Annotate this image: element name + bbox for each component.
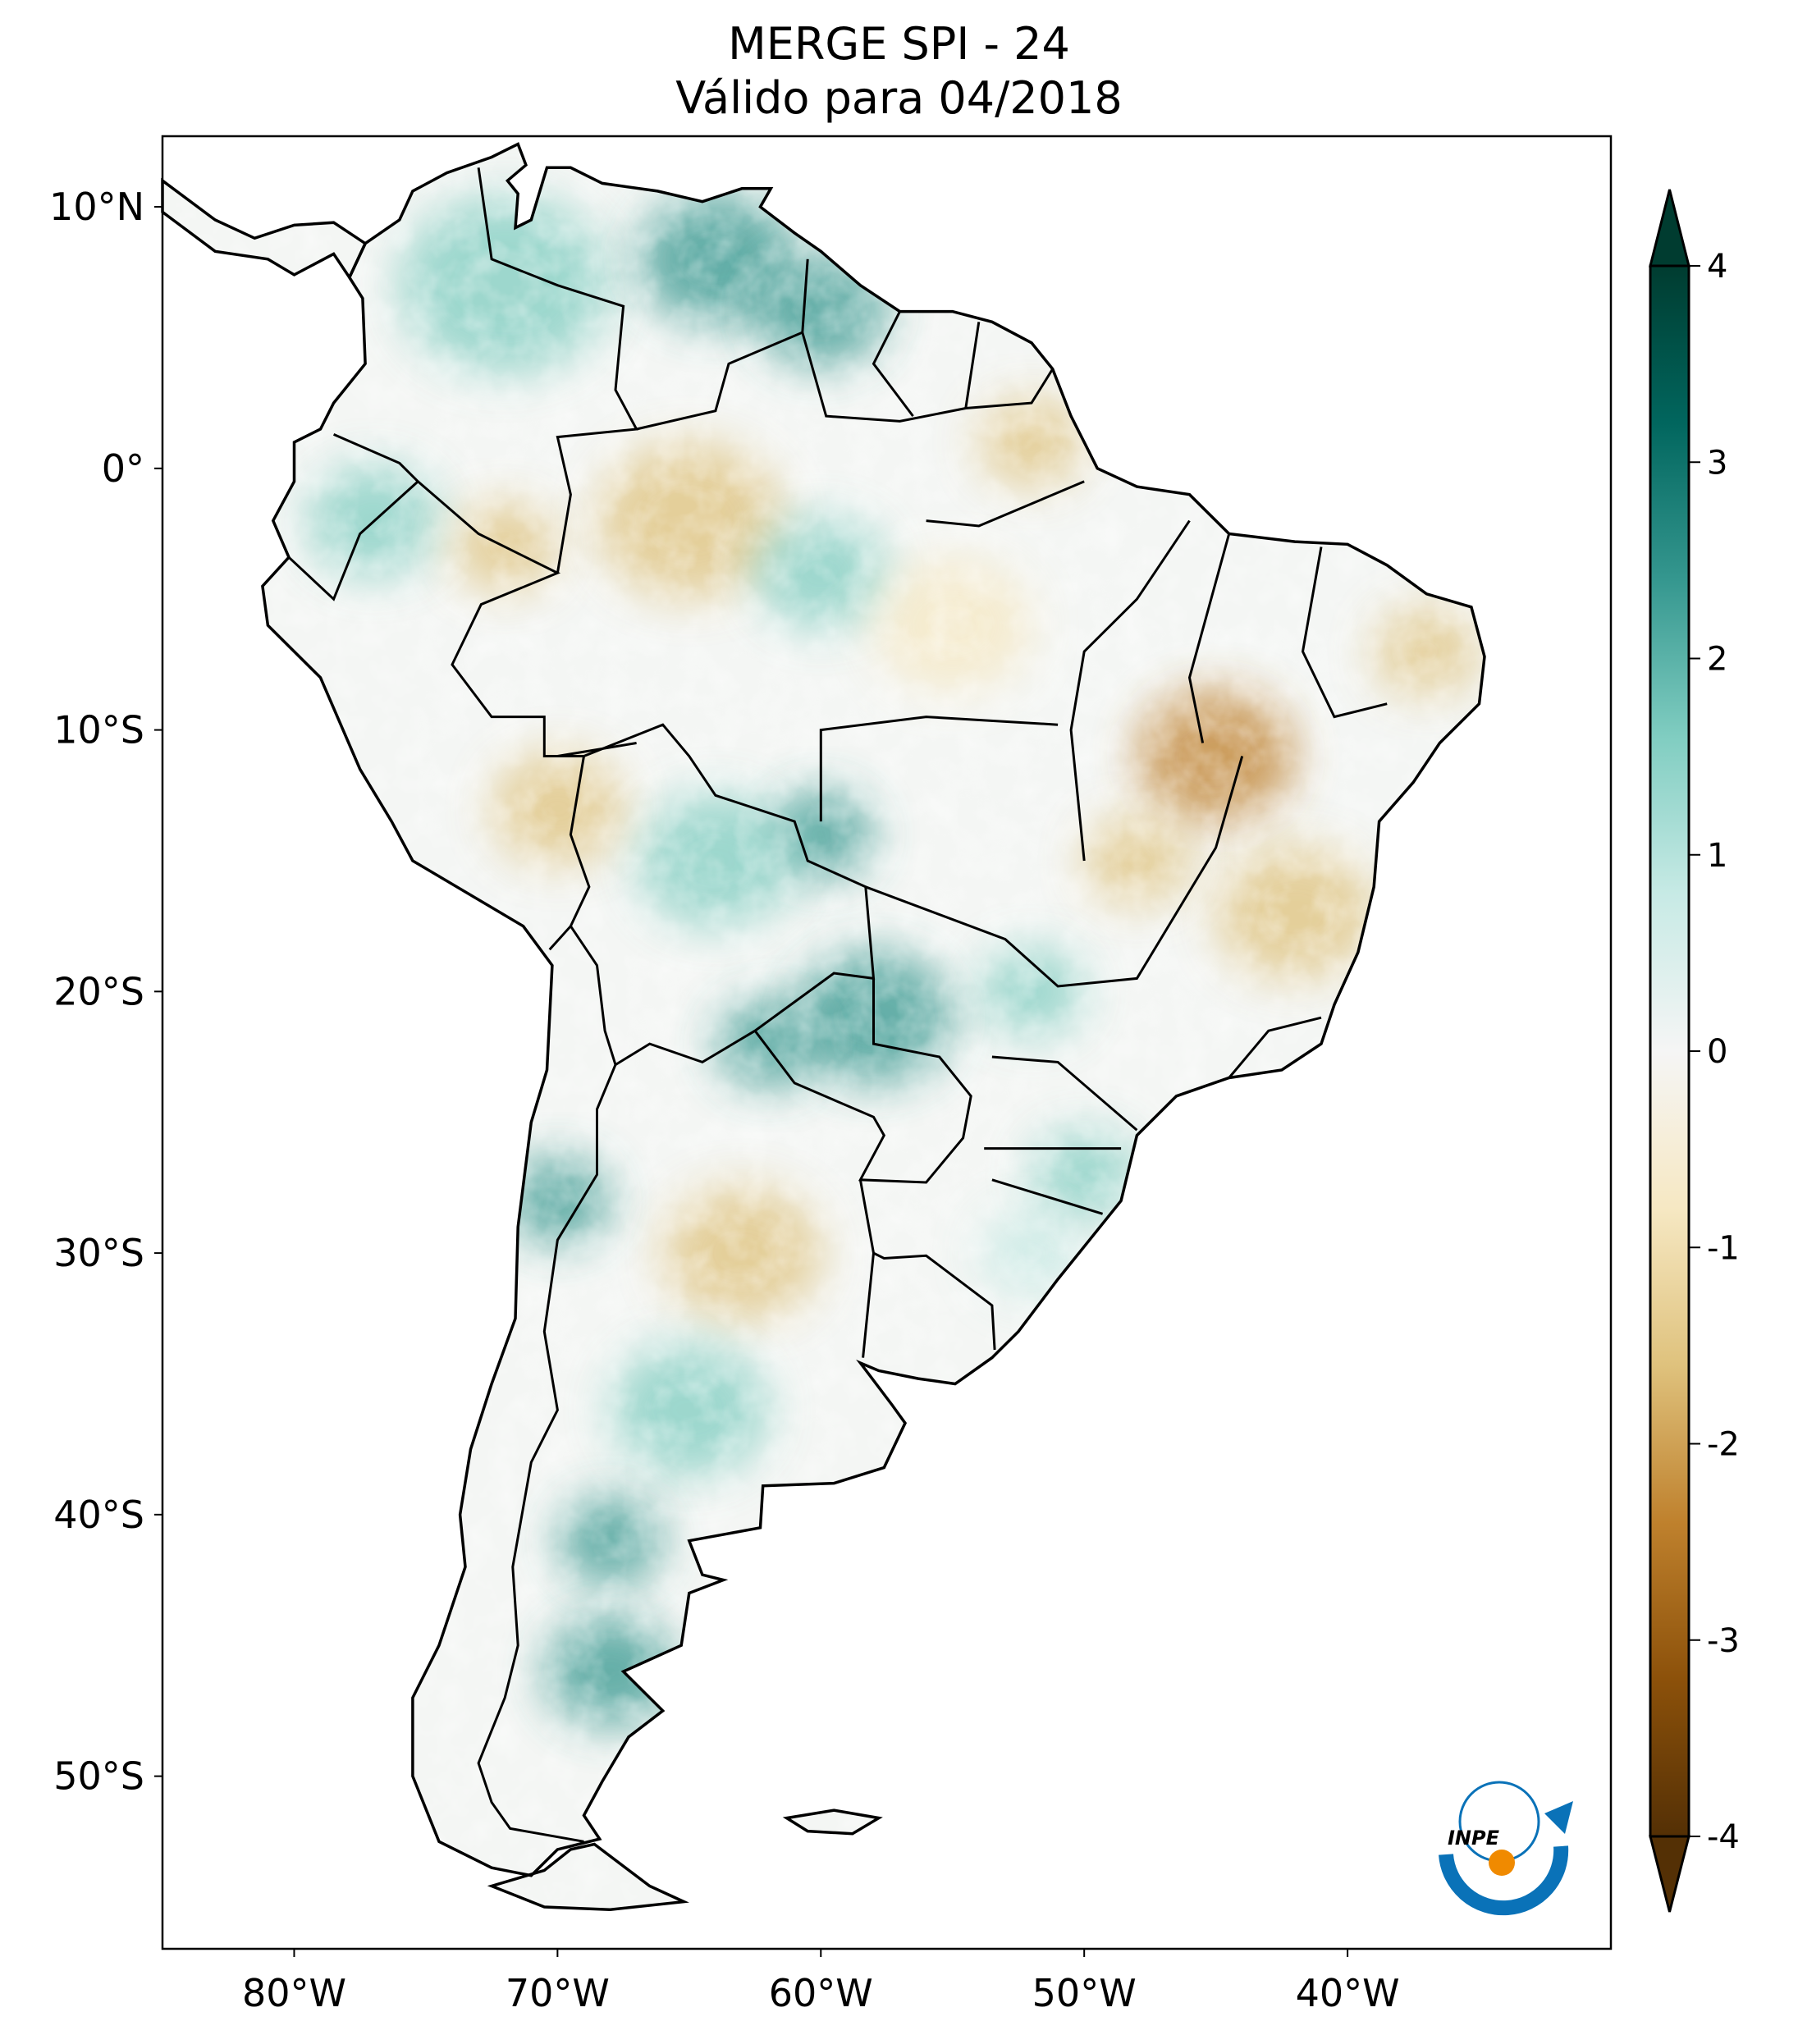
x-tick-label: 70°W xyxy=(506,1971,610,2015)
country-border xyxy=(801,332,1054,423)
y-tick-label: 50°S xyxy=(53,1754,144,1799)
coastline xyxy=(487,1842,689,1911)
spi-texture xyxy=(162,144,1485,1910)
country-border xyxy=(1228,1016,1322,1079)
colorbar-min-extend xyxy=(1649,1835,1690,1913)
country-border xyxy=(858,1179,996,1351)
country-border xyxy=(1301,546,1388,719)
country-border xyxy=(991,1055,1138,1132)
chart-subtitle: Válido para 04/2018 xyxy=(675,72,1123,124)
country-border xyxy=(964,322,981,409)
country-border xyxy=(477,925,617,1843)
y-tick-label: 40°S xyxy=(53,1493,144,1537)
country-border xyxy=(557,742,637,757)
plot-frame xyxy=(161,135,1613,1950)
coastline xyxy=(782,1809,883,1836)
logo-text: INPE xyxy=(1448,1827,1500,1850)
colorbar-tick-label: 3 xyxy=(1707,444,1727,482)
coastline xyxy=(161,177,368,281)
colorbar-tick-label: -3 xyxy=(1707,1622,1740,1660)
country-border xyxy=(991,1178,1104,1215)
colorbar-tick-label: 4 xyxy=(1707,248,1727,286)
x-tick-label: 40°W xyxy=(1296,1971,1400,2015)
country-borders xyxy=(161,142,1486,1911)
colorbar-tick-label: -2 xyxy=(1707,1426,1740,1464)
colorbar-tick-label: 1 xyxy=(1707,837,1727,875)
colorbar-tick-label: 2 xyxy=(1707,641,1727,679)
colorbar: 4 3 2 1 0 -1 -2 -3 -4 xyxy=(1649,189,1740,1913)
x-tick-label: 50°W xyxy=(1032,1971,1137,2015)
coastline xyxy=(261,142,1486,1877)
colorbar-tick-label: 0 xyxy=(1707,1033,1727,1071)
country-border xyxy=(862,1252,875,1358)
spi-field xyxy=(162,144,1485,1910)
inpe-logo: INPE xyxy=(1439,1781,1573,1916)
country-border xyxy=(819,716,1059,822)
chart-title: MERGE SPI - 24 xyxy=(728,18,1070,70)
x-tick-label: 60°W xyxy=(769,1971,873,2015)
y-tick-label: 10°N xyxy=(49,185,144,229)
y-tick-label: 20°S xyxy=(53,969,144,1013)
country-border xyxy=(753,978,972,1184)
country-border xyxy=(477,167,638,574)
country-border xyxy=(865,756,1244,988)
x-tick-label: 80°W xyxy=(242,1971,346,2015)
country-border xyxy=(636,258,809,431)
country-border xyxy=(287,433,420,601)
country-border xyxy=(926,480,1085,528)
country-border xyxy=(1187,533,1231,743)
country-border xyxy=(872,310,914,418)
x-axis: 80°W 70°W 60°W 50°W 40°W xyxy=(242,1949,1400,2015)
colorbar-max-extend xyxy=(1649,189,1690,268)
y-tick-label: 30°S xyxy=(53,1231,144,1275)
y-tick-label: 10°S xyxy=(53,708,144,752)
y-tick-label: 0° xyxy=(102,446,144,491)
country-border xyxy=(1069,519,1191,862)
colorbar-bar xyxy=(1649,264,1690,1838)
y-axis: 10°N 0° 10°S 20°S 30°S 40°S 50°S xyxy=(49,185,162,1799)
colorbar-tick-label: -1 xyxy=(1707,1229,1740,1267)
colorbar-tick-label: -4 xyxy=(1707,1818,1740,1856)
country-border xyxy=(417,480,591,951)
